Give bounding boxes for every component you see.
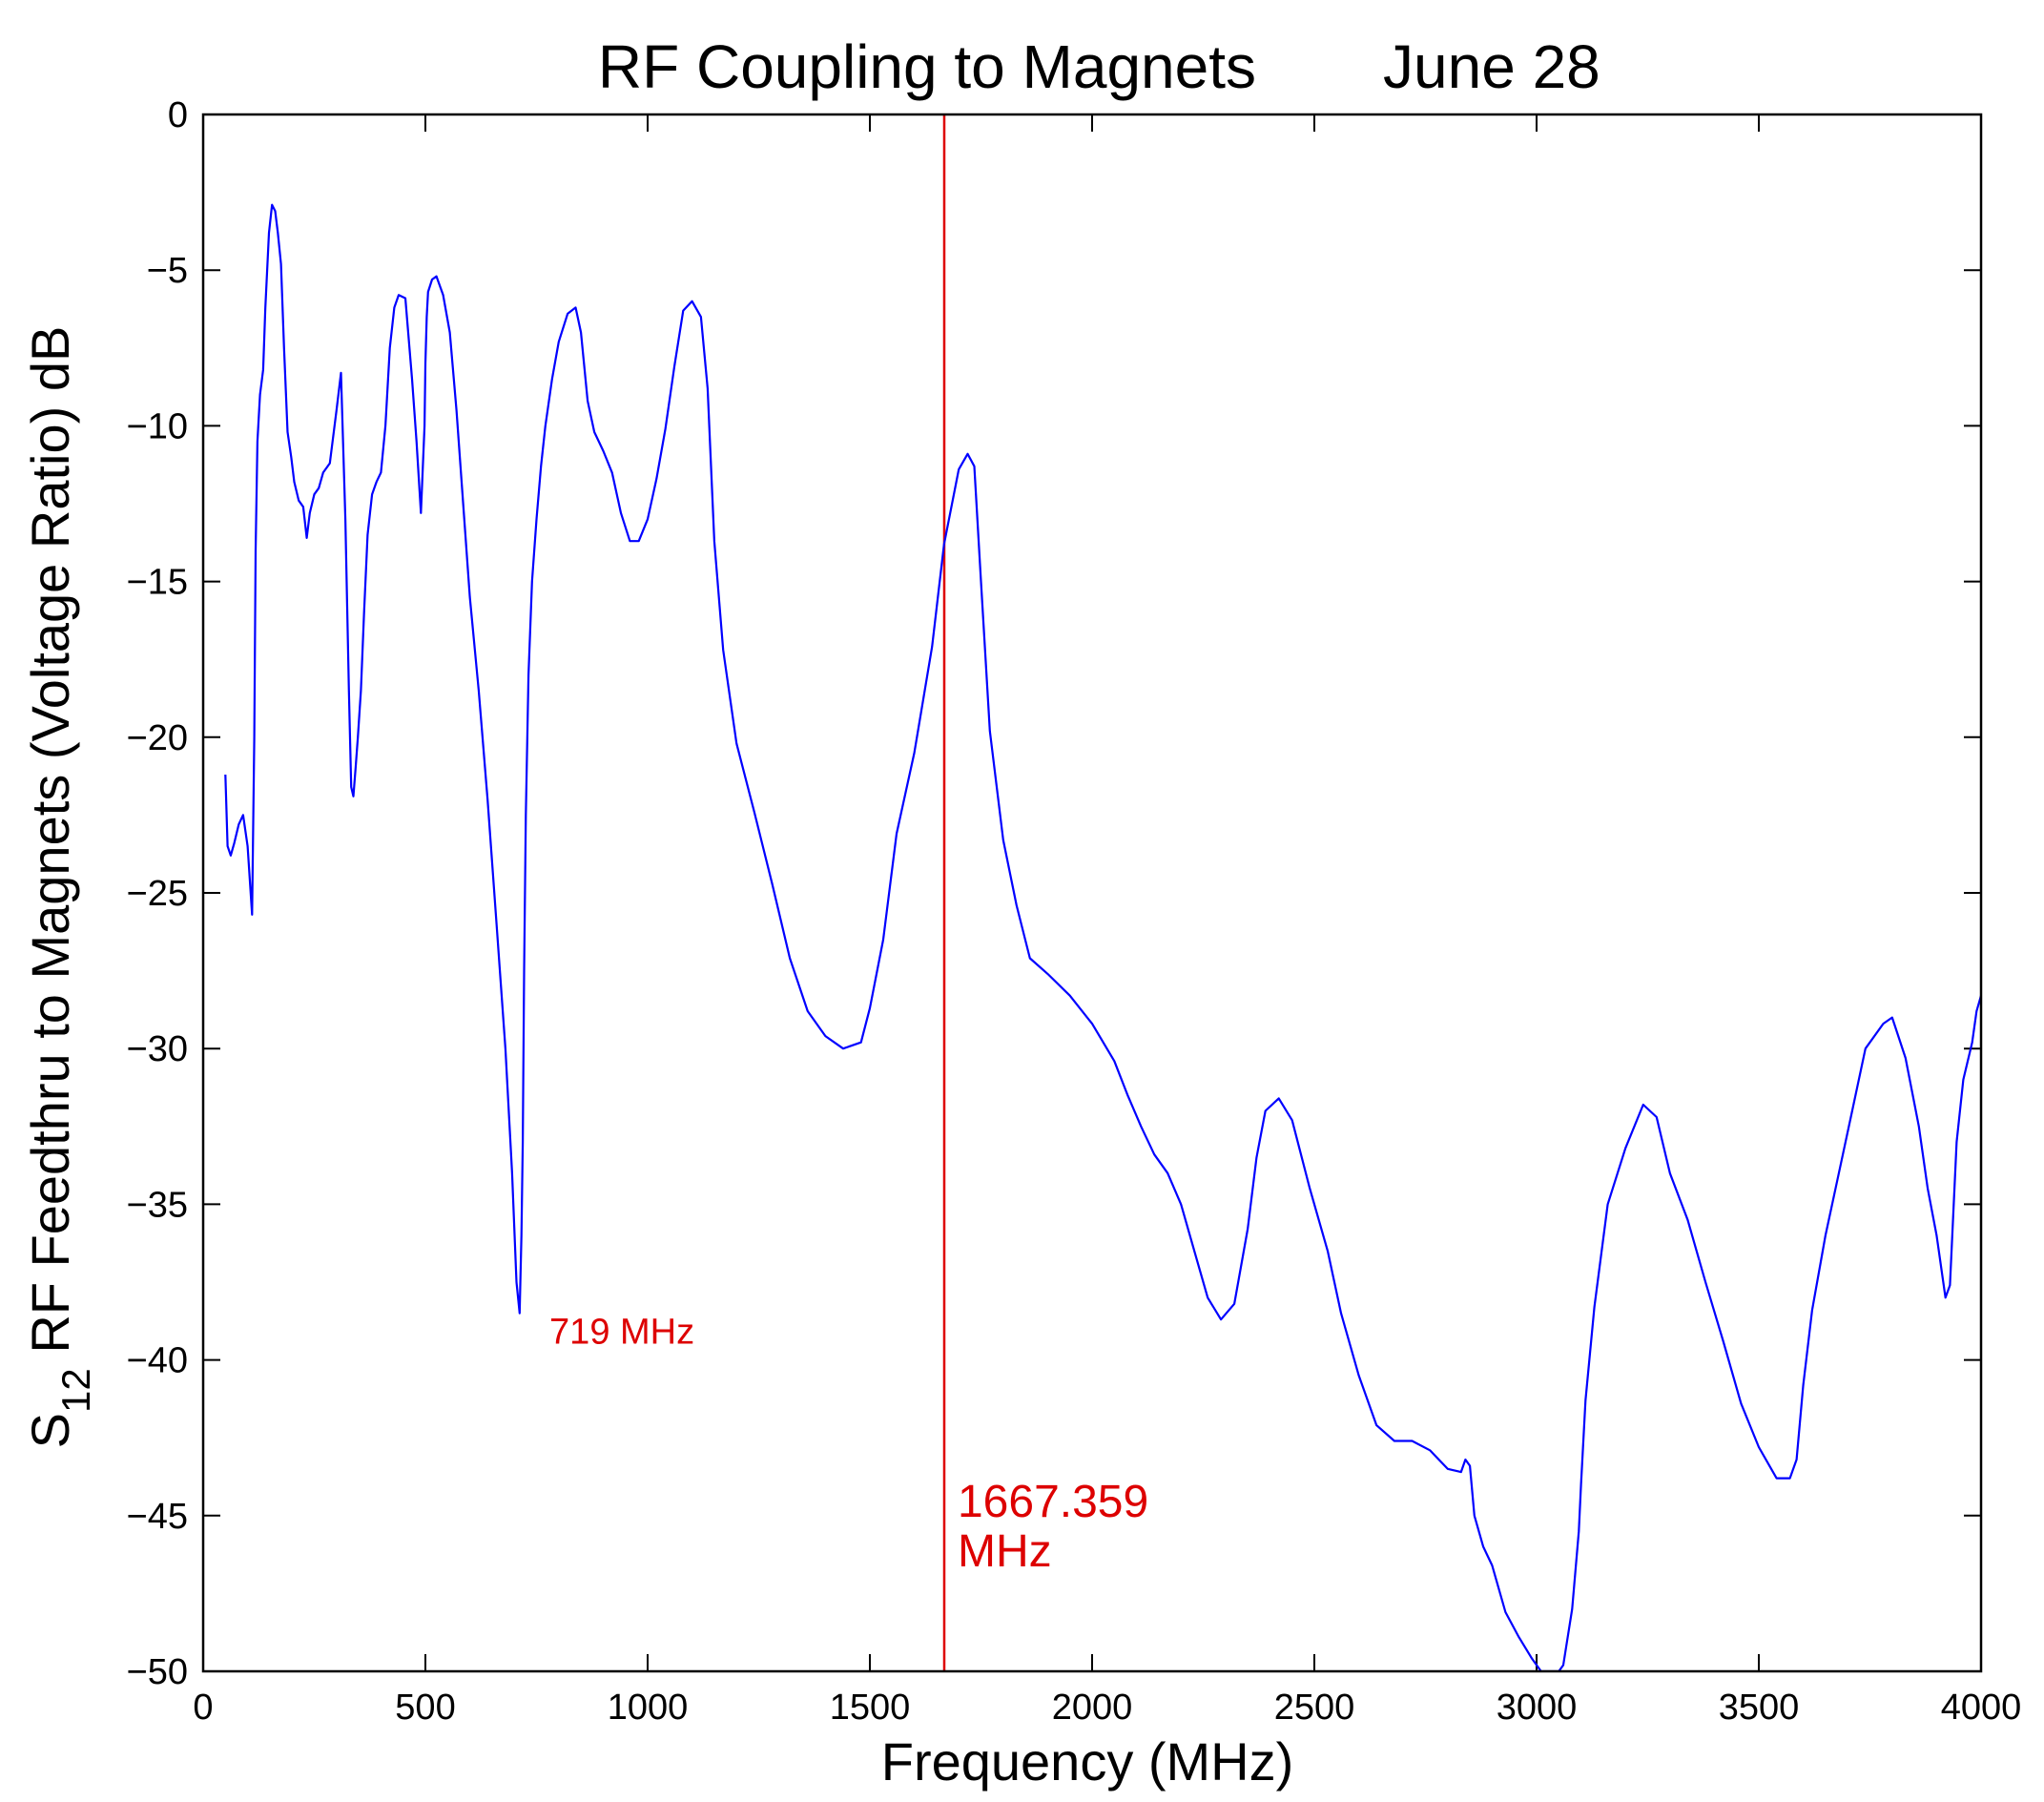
y-axis-label-rest: RF Feedthru to Magnets (Voltage Ratio) d…	[20, 326, 80, 1369]
chart-title: RF Coupling to Magnets	[598, 32, 1256, 101]
y-tick-label: 0	[168, 95, 188, 135]
tick-labels: 0 500 1000 1500 2000 2500 3000 3500 4000 0 −5 −10 −1…	[127, 95, 2022, 1728]
x-tick-label: 500	[395, 1688, 455, 1728]
x-axis-label: Frequency (MHz)	[881, 1731, 1294, 1792]
plot-area	[224, 114, 1981, 1671]
y-tick-label: −20	[127, 718, 188, 758]
y-tick-label: −5	[147, 251, 188, 291]
chart-title-date: June 28	[1383, 32, 1600, 101]
x-tick-label: 2500	[1274, 1688, 1355, 1728]
y-tick-label: −10	[127, 406, 188, 446]
x-tick-label: 4000	[1941, 1688, 2022, 1728]
axes-box	[201, 113, 1983, 1673]
x-tick-label: 3000	[1497, 1688, 1578, 1728]
annotation-marker-unit: MHz	[958, 1526, 1052, 1577]
series-line	[224, 203, 1981, 1671]
x-tick-label: 1500	[830, 1688, 911, 1728]
annotation-marker-frequency: 1667.359	[958, 1477, 1148, 1527]
y-tick-label: −45	[127, 1497, 188, 1537]
y-axis-label-subscript: 12	[53, 1368, 98, 1413]
y-tick-label: −40	[127, 1341, 188, 1381]
y-tick-label: −15	[127, 563, 188, 603]
annotation-min-frequency: 719 MHz	[549, 1313, 694, 1353]
x-tick-label: 3500	[1719, 1688, 1800, 1728]
x-tick-label: 0	[193, 1688, 213, 1728]
y-tick-label: −50	[127, 1652, 188, 1692]
x-tick-label: 1000	[608, 1688, 689, 1728]
y-tick-label: −30	[127, 1029, 188, 1069]
y-tick-label: −35	[127, 1185, 188, 1225]
y-axis-label: S12 RF Feedthru to Magnets (Voltage Rati…	[20, 326, 98, 1449]
x-tick-label: 2000	[1052, 1688, 1133, 1728]
y-axis-label-prefix: S	[20, 1413, 80, 1448]
y-tick-label: −25	[127, 874, 188, 914]
